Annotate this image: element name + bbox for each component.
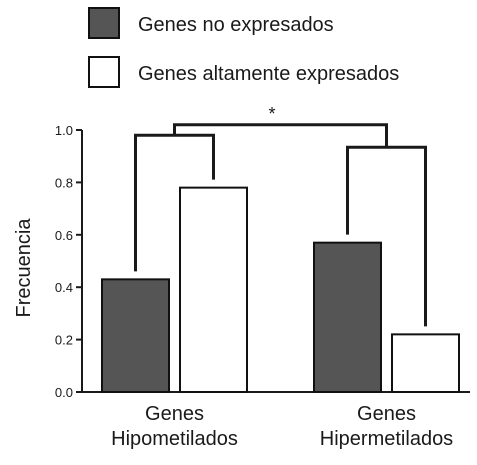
bar-2-series-1 bbox=[313, 241, 382, 393]
y-tick-label-5: 1.0 bbox=[55, 123, 73, 138]
significance-brackets bbox=[134, 123, 427, 327]
y-tick-label-0: 0.0 bbox=[55, 385, 73, 400]
legend-swatch-series-1 bbox=[88, 7, 120, 39]
legend-swatch-series-2 bbox=[88, 56, 120, 88]
y-tick-label-4: 0.8 bbox=[55, 175, 73, 190]
category-label-1-line-1: Genes bbox=[145, 403, 204, 425]
legend-label-series-1: Genes no expresados bbox=[138, 14, 334, 36]
y-tick-label-1: 0.2 bbox=[55, 333, 73, 348]
bar-1-series-2 bbox=[179, 186, 248, 393]
legend-label-series-2: Genes altamente expresados bbox=[138, 63, 399, 85]
outer-bracket bbox=[173, 123, 388, 148]
category-label-2-line-1: Genes bbox=[357, 403, 416, 425]
bar-2-series-2 bbox=[391, 333, 460, 393]
bars bbox=[101, 186, 460, 393]
category-label-1-line-2: Hipometilados bbox=[111, 428, 238, 450]
category-labels: Genes Hipometilados Genes Hipermetilados bbox=[111, 403, 453, 450]
y-axis-title: Frecuencia bbox=[13, 218, 35, 318]
bar-1-series-1 bbox=[101, 278, 170, 393]
legend: Genes no expresados Genes altamente expr… bbox=[88, 7, 399, 88]
significance-marker: * bbox=[268, 104, 275, 124]
y-tick-label-2: 0.4 bbox=[55, 280, 73, 295]
y-tick-label-3: 0.6 bbox=[55, 228, 73, 243]
category-label-2-line-2: Hipermetilados bbox=[320, 428, 453, 450]
